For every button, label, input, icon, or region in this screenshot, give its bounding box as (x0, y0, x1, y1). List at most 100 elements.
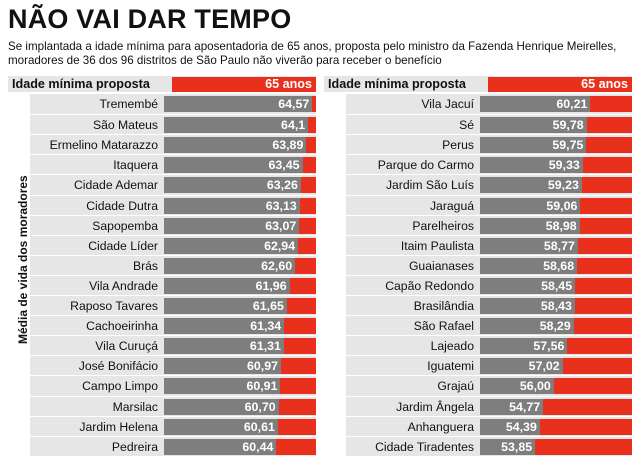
bar: 62,60 (164, 257, 296, 274)
threshold-track: 58,45 (480, 277, 632, 294)
threshold-track: 56,00 (480, 378, 632, 395)
bar-row: Brasilândia 58,43 (346, 295, 632, 315)
threshold-track: 53,85 (480, 438, 632, 455)
district-label: Pedreira (111, 439, 158, 454)
bar-row: Brás 62,60 (30, 254, 316, 275)
bar-row: Capão Redondo 58,45 (346, 274, 632, 295)
district-label: Itaquera (113, 158, 158, 173)
bar-row: Cidade Tiradentes 53,85 (346, 435, 632, 456)
district-label: Itaim Paulista (400, 238, 474, 253)
district-label: Brás (132, 258, 158, 273)
bar: 56,00 (480, 378, 554, 395)
bar: 59,78 (480, 117, 587, 134)
bar: 60,97 (164, 358, 281, 375)
threshold-track: 63,07 (164, 217, 316, 234)
threshold-track: 64,57 (164, 96, 316, 112)
bar-row: Campo Limpo 60,91 (30, 375, 316, 395)
bar: 63,45 (164, 157, 303, 174)
chart-header: Idade mínima proposta 65 anos (8, 76, 316, 92)
threshold-track: 60,91 (164, 378, 316, 395)
bar-row: Sapopemba 63,07 (30, 214, 316, 235)
threshold-track: 61,34 (164, 318, 316, 335)
threshold-track: 58,77 (480, 237, 632, 254)
bar: 58,29 (480, 318, 574, 335)
bar-row: Anhanguera 54,39 (346, 415, 632, 436)
threshold-track: 59,78 (480, 117, 632, 134)
bar: 63,07 (164, 217, 300, 234)
bar: 58,68 (480, 257, 578, 274)
threshold-track: 63,89 (164, 137, 316, 154)
bar: 57,56 (480, 338, 568, 355)
bar: 57,02 (480, 358, 563, 375)
bar-row: Jardim Ângela 54,77 (346, 395, 632, 416)
bar: 58,43 (480, 298, 575, 314)
bar-row: Marsilac 60,70 (30, 395, 316, 416)
header-label: Idade mínima proposta (328, 77, 466, 91)
bar-row: Grajaú 56,00 (346, 375, 632, 395)
bar-row: Itaim Paulista 58,77 (346, 234, 632, 255)
threshold-label: 65 anos (172, 77, 316, 92)
bar-row: Ermelino Matarazzo 63,89 (30, 134, 316, 154)
bar: 64,57 (164, 96, 313, 112)
bar: 62,94 (164, 237, 299, 254)
header-label: Idade mínima proposta (12, 77, 150, 91)
bar-row: Jaraguá 59,06 (346, 194, 632, 215)
bar: 54,77 (480, 398, 544, 415)
district-label: Cidade Ademar (73, 178, 158, 193)
district-label: Cidade Tiradentes (375, 439, 474, 454)
bar: 60,44 (164, 438, 277, 455)
district-label: Tremembé (99, 97, 158, 111)
bar-row: Sé 59,78 (346, 114, 632, 134)
district-label: Guaianases (408, 258, 474, 273)
bar: 61,31 (164, 338, 284, 355)
bar: 63,26 (164, 177, 301, 194)
bar-rows: Tremembé 64,57 São Mateus 64,1 Ermelino Mata… (30, 94, 316, 456)
bar: 63,13 (164, 197, 300, 214)
threshold-track: 61,96 (164, 277, 316, 294)
bar: 58,45 (480, 277, 576, 294)
district-label: Perus (442, 138, 474, 153)
bar: 53,85 (480, 438, 536, 455)
district-label: Sé (459, 118, 474, 133)
chart-left: Idade mínima proposta 65 anos Média de v… (8, 76, 316, 456)
bar: 61,34 (164, 318, 285, 335)
district-label: Anhanguera (407, 419, 474, 434)
bar-row: Vila Jacuí 60,21 (346, 94, 632, 114)
district-label: São Rafael (413, 319, 474, 334)
threshold-track: 54,77 (480, 398, 632, 415)
bar-row: Parque do Carmo 59,33 (346, 154, 632, 174)
bar-row: Raposo Tavares 61,65 (30, 295, 316, 315)
bar-row: Jardim São Luís 59,23 (346, 174, 632, 194)
threshold-track: 60,44 (164, 438, 316, 455)
threshold-track: 63,13 (164, 197, 316, 214)
threshold-track: 62,94 (164, 237, 316, 254)
district-label: Parque do Carmo (377, 158, 474, 173)
district-label: Vila Andrade (89, 278, 158, 293)
bar: 59,06 (480, 197, 581, 214)
district-label: Cachoeirinha (86, 319, 158, 334)
page-subtitle: Se implantada a idade mínima para aposen… (8, 40, 617, 67)
district-label: São Mateus (92, 118, 158, 133)
bar-row: Itaquera 63,45 (30, 154, 316, 174)
threshold-track: 58,98 (480, 217, 632, 234)
bar: 61,96 (164, 277, 290, 294)
bar-row: Guaianases 58,68 (346, 254, 632, 275)
bar-rows: Vila Jacuí 60,21 Sé 59,78 Perus 59,75 Parque d… (346, 94, 632, 456)
district-label: Parelheiros (412, 218, 474, 233)
bar-row: São Rafael 58,29 (346, 315, 632, 335)
bar-row: Vila Andrade 61,96 (30, 274, 316, 295)
threshold-track: 61,65 (164, 298, 316, 314)
district-label: Campo Limpo (82, 379, 158, 394)
district-label: Jardim Ângela (396, 399, 474, 414)
district-label: Ermelino Matarazzo (49, 138, 158, 153)
threshold-track: 58,68 (480, 257, 632, 274)
district-label: Vila Jacuí (421, 97, 474, 111)
bar: 60,70 (164, 398, 279, 415)
bar: 61,65 (164, 298, 287, 314)
bar-row: Cidade Dutra 63,13 (30, 194, 316, 215)
threshold-track: 54,39 (480, 418, 632, 435)
bar: 54,39 (480, 418, 540, 435)
district-label: Cidade Líder (88, 238, 158, 253)
threshold-track: 58,43 (480, 298, 632, 314)
district-label: Brasilândia (413, 299, 474, 313)
